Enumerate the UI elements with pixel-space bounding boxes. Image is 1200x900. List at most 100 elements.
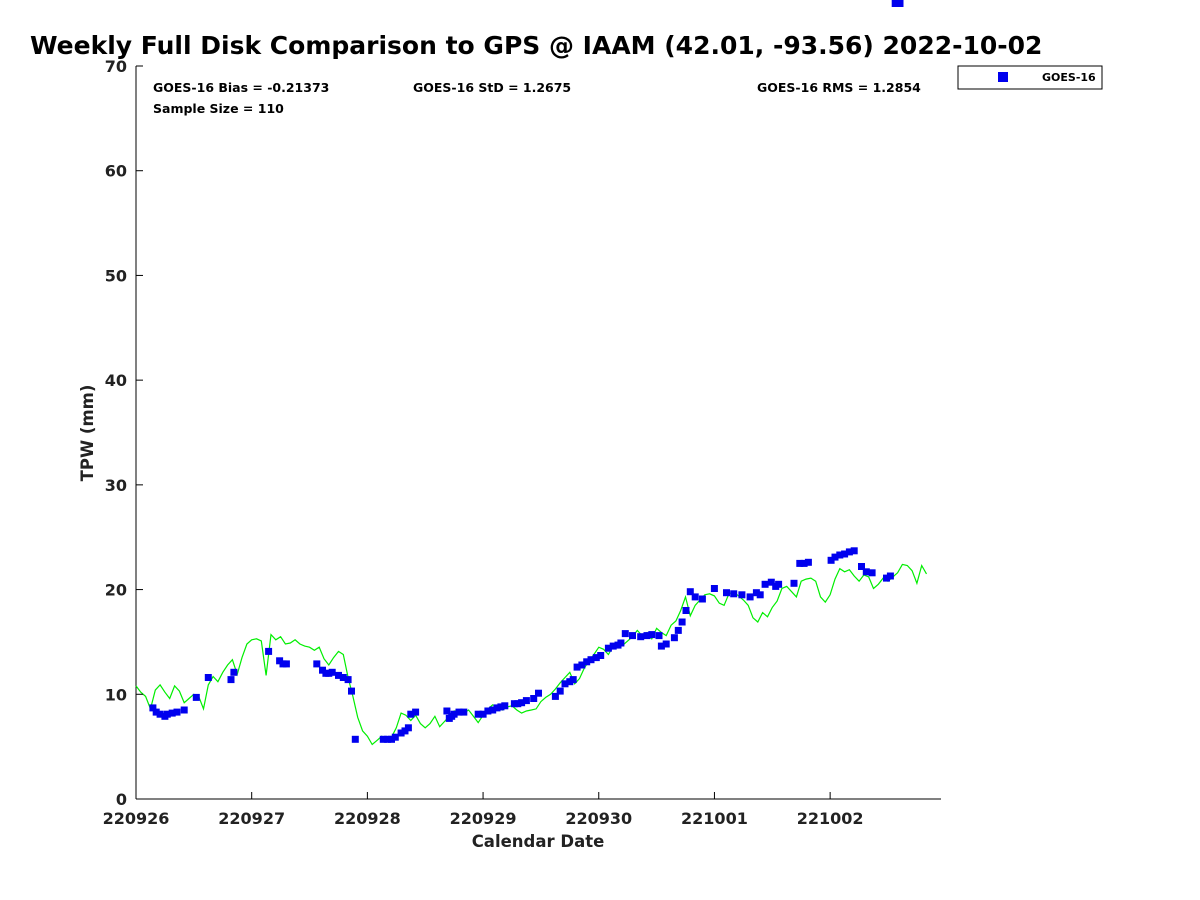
- gps-series-line: [135, 563, 928, 746]
- plot-background: [136, 66, 941, 799]
- goes16-point: [388, 735, 395, 743]
- goes16-point: [592, 654, 600, 662]
- goes16-point: [282, 660, 290, 668]
- goes16-point: [173, 708, 181, 716]
- goes16-point: [761, 580, 769, 588]
- goes16-point: [723, 589, 730, 597]
- y-tick-label: 70: [105, 57, 127, 76]
- goes16-point: [348, 687, 355, 695]
- goes16-point: [204, 674, 212, 681]
- goes16-point: [460, 708, 468, 716]
- x-tick-label: 221002: [797, 809, 864, 828]
- legend-label-goes16: GOES-16: [1042, 71, 1096, 84]
- goes16-point: [648, 631, 656, 639]
- goes16-point: [180, 706, 188, 714]
- goes16-point: [836, 551, 844, 559]
- goes16-point: [617, 639, 625, 647]
- goes16-point: [746, 593, 754, 601]
- goes16-point: [404, 724, 412, 732]
- goes16-point: [156, 710, 164, 718]
- goes16-point: [518, 699, 526, 707]
- goes16-point: [556, 687, 564, 695]
- goes16-point: [569, 676, 577, 684]
- goes16-point: [455, 708, 463, 716]
- goes16-point: [493, 704, 501, 712]
- goes16-point: [686, 588, 694, 596]
- x-tick-label: 221001: [681, 809, 748, 828]
- goes16-point: [583, 658, 591, 666]
- goes16-point: [674, 626, 682, 634]
- goes16-point: [662, 640, 670, 648]
- goes16-point: [443, 707, 451, 715]
- goes16-point: [796, 559, 804, 567]
- y-tick-label: 50: [105, 266, 127, 285]
- goes16-point: [497, 703, 505, 711]
- sample-size-stat: Sample Size = 110: [153, 101, 284, 116]
- y-axis-label: TPW (mm): [78, 385, 97, 482]
- goes16-point: [391, 733, 399, 741]
- goes16-point: [168, 709, 176, 717]
- goes16-point: [883, 574, 890, 582]
- goes16-point: [501, 702, 509, 710]
- goes16-point: [384, 735, 392, 743]
- goes16-point: [896, 0, 904, 7]
- goes16-point: [397, 729, 405, 737]
- goes16-point: [578, 661, 586, 669]
- goes16-point: [609, 642, 617, 650]
- goes16-point: [850, 547, 858, 555]
- goes16-point: [886, 572, 894, 580]
- goes16-point: [489, 706, 497, 714]
- x-tick-label: 220929: [450, 809, 517, 828]
- goes16-point: [335, 671, 342, 679]
- goes16-point: [573, 663, 581, 671]
- goes16-point: [621, 630, 629, 638]
- x-tick-label: 220930: [565, 809, 632, 828]
- y-ticks: 0 10 20 30 40 50 60 70: [105, 57, 143, 809]
- goes16-point: [862, 568, 870, 576]
- goes16-point: [192, 693, 200, 701]
- goes16-point: [858, 563, 865, 570]
- legend-box: [957, 65, 1103, 90]
- goes16-point: [804, 558, 812, 566]
- goes16-point: [344, 676, 352, 684]
- goes16-point: [827, 556, 835, 564]
- y-tick-label: 10: [105, 685, 127, 704]
- goes16-point: [730, 590, 738, 598]
- goes16-point: [657, 642, 665, 650]
- x-tick-label: 220927: [218, 809, 285, 828]
- y-tick-label: 40: [105, 371, 127, 390]
- plot-area: [135, 0, 941, 800]
- legend-marker-goes16: [998, 72, 1008, 82]
- rms-stat: GOES-16 RMS = 1.2854: [757, 80, 921, 95]
- goes16-point: [530, 695, 538, 702]
- goes16-point: [868, 569, 876, 577]
- goes16-point: [678, 618, 686, 626]
- goes16-point: [484, 707, 492, 715]
- goes16-point: [474, 710, 482, 718]
- goes16-point: [790, 579, 798, 587]
- goes16-point: [479, 710, 487, 718]
- goes16-point: [670, 634, 678, 642]
- goes16-point: [756, 591, 764, 599]
- goes16-point: [450, 710, 458, 718]
- y-tick-label: 20: [105, 581, 127, 600]
- y-tick-label: 30: [105, 476, 127, 495]
- gps-line-layer: [135, 563, 928, 746]
- goes16-point: [710, 585, 718, 592]
- goes16-point: [230, 668, 238, 676]
- goes16-point: [738, 591, 746, 599]
- goes16-point: [629, 632, 636, 640]
- goes16-points-layer: [149, 0, 904, 743]
- goes16-point: [522, 697, 530, 705]
- goes16-point: [227, 676, 235, 684]
- goes16-point: [339, 674, 347, 681]
- bias-stat: GOES-16 Bias = -0.21373: [153, 80, 329, 95]
- goes16-point: [551, 692, 559, 700]
- goes16-point: [691, 593, 699, 601]
- goes16-point: [698, 595, 706, 603]
- legend: GOES-16: [957, 65, 1103, 90]
- goes16-point: [313, 660, 321, 668]
- goes16-point: [163, 710, 171, 718]
- goes16-point: [841, 550, 849, 558]
